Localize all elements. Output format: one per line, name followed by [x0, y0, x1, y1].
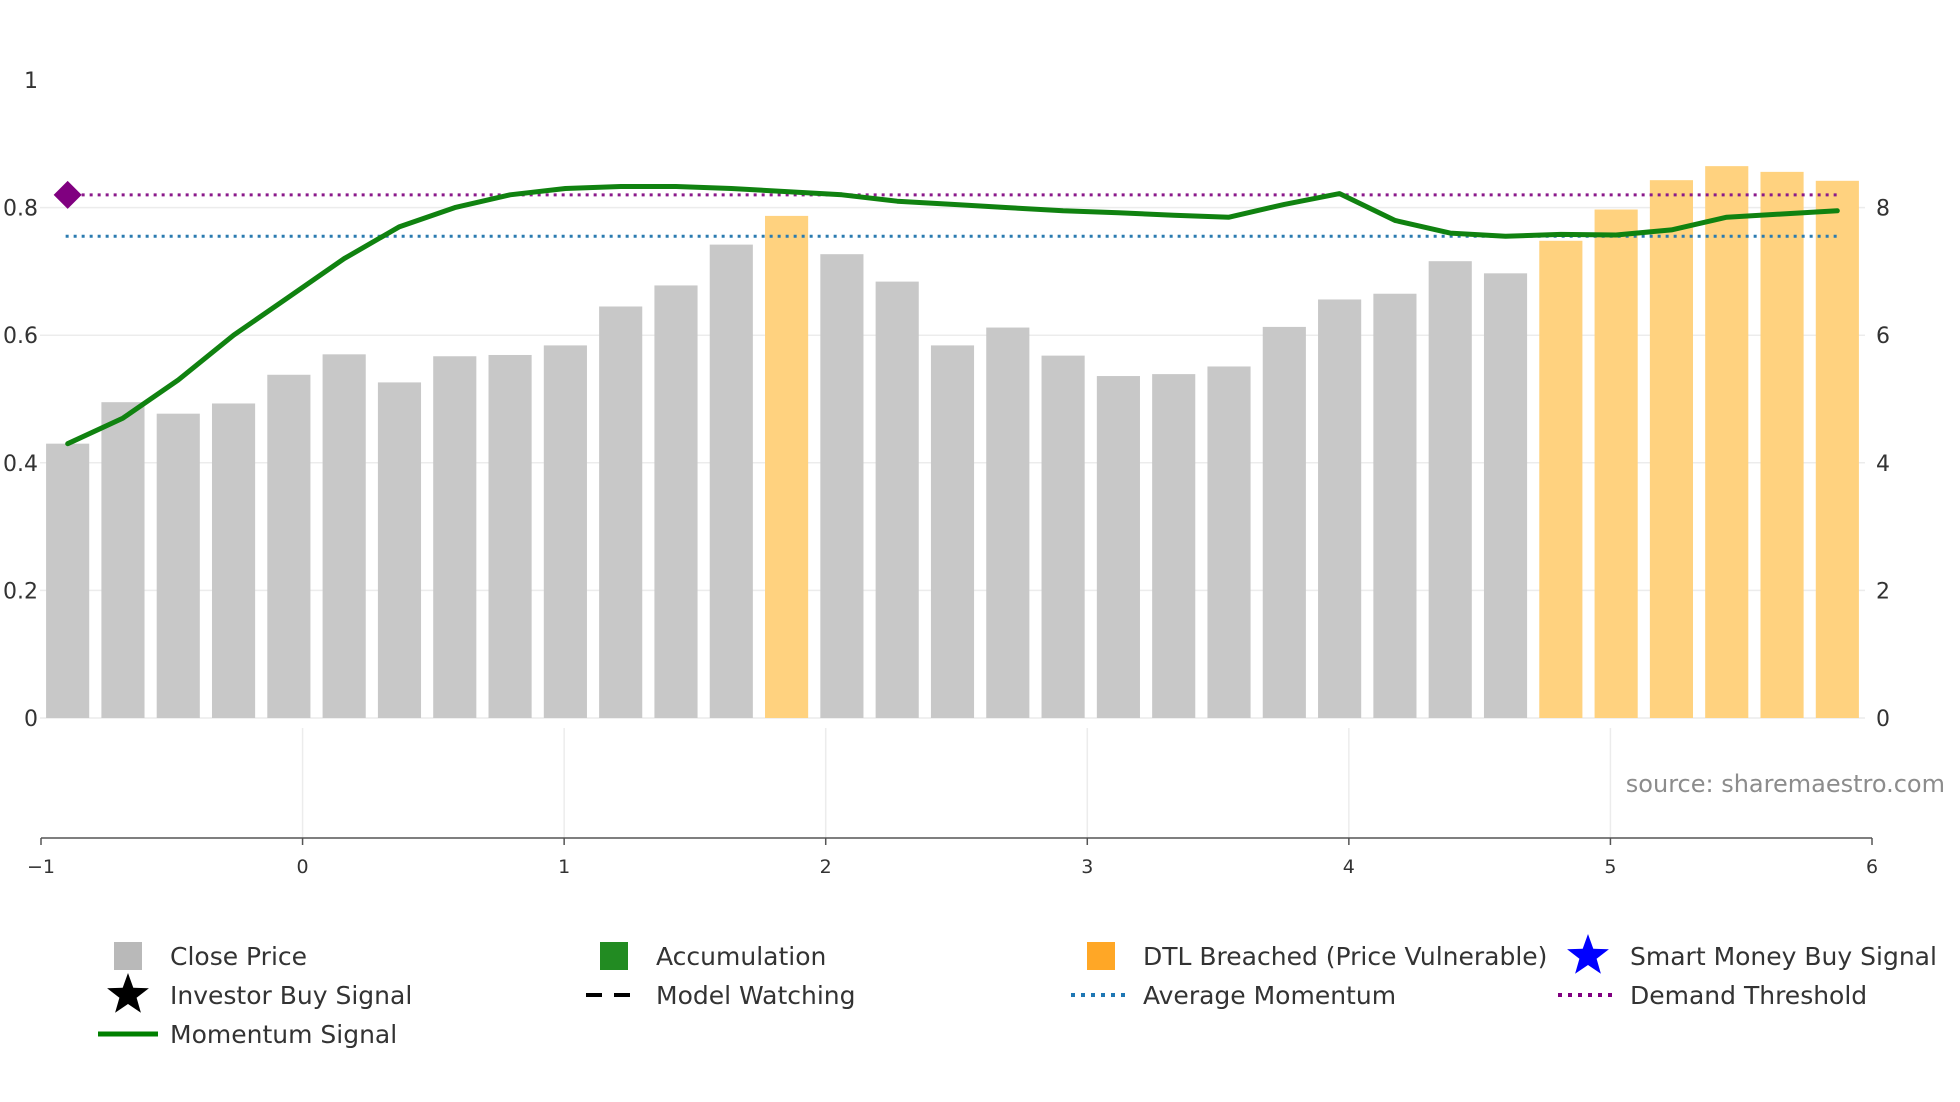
bar-close-price: [986, 327, 1030, 718]
legend-label: Close Price: [170, 942, 307, 971]
lower-axis-tick-label: 0: [297, 856, 309, 878]
legend-swatch: [1087, 942, 1115, 970]
legend-item: DTL Breached (Price Vulnerable): [1087, 942, 1547, 971]
legend-label: Smart Money Buy Signal: [1630, 942, 1937, 971]
legend: Close Price Accumulation DTL Breached (Pri…: [98, 934, 1937, 1049]
legend-label: Accumulation: [656, 942, 826, 971]
bar-close-price: [1428, 261, 1472, 718]
lower-axis-tick-label: 1: [558, 856, 570, 878]
right-axis-tick-label: 8: [1876, 197, 1890, 222]
legend-label: DTL Breached (Price Vulnerable): [1143, 942, 1547, 971]
right-axis-tick-label: 6: [1876, 324, 1890, 349]
lower-axis-tick-label: 6: [1866, 856, 1878, 878]
threshold-diamond-marker: [53, 180, 82, 209]
right-axis-tick-label: 2: [1876, 579, 1890, 604]
bar-close-price: [488, 354, 532, 718]
lower-axis-tick-label: 2: [820, 856, 832, 878]
bar-close-price: [820, 254, 864, 718]
bar-close-price: [156, 413, 200, 718]
bar-dtl-breached: [1594, 209, 1638, 718]
legend-item: Investor Buy Signal: [107, 973, 412, 1013]
bar-close-price: [599, 306, 643, 718]
bar-close-price: [543, 345, 587, 718]
bar-dtl-breached: [765, 215, 809, 719]
legend-label: Momentum Signal: [170, 1020, 397, 1049]
legend-label: Demand Threshold: [1630, 981, 1867, 1010]
left-axis-tick-label: 0.6: [3, 324, 38, 349]
left-axis-tick-label: 0: [24, 707, 38, 732]
legend-swatch: [114, 942, 142, 970]
bar-close-price: [211, 403, 256, 718]
bar-close-price: [433, 356, 477, 718]
bar-close-price: [1207, 366, 1251, 718]
bar-dtl-breached: [1705, 166, 1749, 718]
axes: 0 0.2 0.4 0.6 0.8 1 0 2 4 6 8 −1 0 1 2 3 4 5 6: [3, 69, 1890, 878]
legend-item: Accumulation: [600, 942, 826, 971]
right-axis-tick-label: 0: [1876, 707, 1890, 732]
bar-close-price: [1041, 355, 1085, 718]
lower-axis-tick-label: 4: [1343, 856, 1355, 878]
legend-item: Model Watching: [586, 981, 856, 1010]
bar-close-price: [1262, 326, 1306, 718]
legend-item: Smart Money Buy Signal: [1567, 934, 1937, 974]
bar-close-price: [1483, 273, 1528, 718]
bar-close-price: [654, 285, 698, 718]
bar-close-price: [1152, 374, 1196, 718]
legend-item: Close Price: [114, 942, 307, 971]
lower-axis-tick-label: −1: [27, 856, 55, 878]
lower-axis-tick-label: 3: [1081, 856, 1093, 878]
source-label: source: sharemaestro.com: [1626, 770, 1945, 798]
star-icon: [107, 973, 149, 1013]
bar-close-price: [267, 374, 311, 718]
left-axis-tick-label: 0.2: [3, 579, 38, 604]
bar-dtl-breached: [1539, 240, 1583, 718]
legend-item: Demand Threshold: [1558, 981, 1867, 1010]
legend-item: Average Momentum: [1071, 981, 1396, 1010]
bar-close-price: [1096, 376, 1140, 718]
bar-dtl-breached: [1760, 171, 1804, 718]
close-price-bars: [46, 166, 1859, 719]
bar-close-price: [1373, 293, 1417, 718]
legend-item: Momentum Signal: [98, 1020, 397, 1049]
signal-lines: [53, 180, 1840, 447]
momentum-signal-line: [65, 184, 1840, 447]
right-axis-tick-label: 4: [1876, 452, 1890, 477]
legend-label: Investor Buy Signal: [170, 981, 412, 1010]
bar-close-price: [709, 244, 753, 718]
bar-close-price: [322, 354, 366, 718]
left-axis-tick-label: 0.4: [3, 452, 38, 477]
lower-axis-tick-label: 5: [1604, 856, 1616, 878]
bar-dtl-breached: [1649, 180, 1694, 718]
star-icon: [1567, 934, 1609, 974]
bar-close-price: [930, 345, 975, 718]
bar-close-price: [875, 281, 919, 718]
legend-label: Average Momentum: [1143, 981, 1396, 1010]
legend-swatch: [600, 942, 628, 970]
bar-dtl-breached: [1815, 180, 1859, 718]
left-axis-tick-label: 0.8: [3, 197, 38, 222]
bar-close-price: [101, 402, 145, 718]
bar-close-price: [46, 443, 90, 718]
legend-label: Model Watching: [656, 981, 856, 1010]
bar-close-price: [377, 382, 422, 718]
left-axis-tick-label: 1: [24, 69, 38, 94]
bar-close-price: [1318, 299, 1362, 718]
